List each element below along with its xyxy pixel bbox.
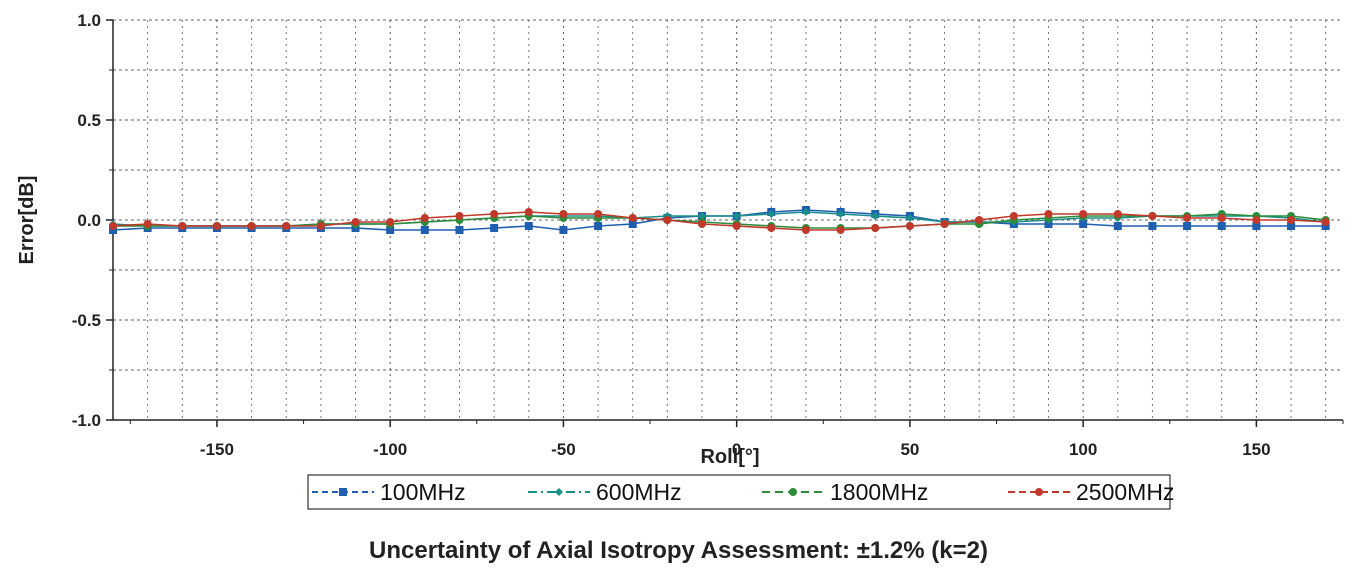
series-lines [109,206,1330,234]
data-point [1079,220,1088,228]
legend-marker-2500MHz [1035,488,1043,496]
data-point [628,214,637,222]
data-point [871,224,880,232]
x-tick-label: -50 [551,440,576,459]
data-point [628,220,637,228]
data-point [1287,222,1296,230]
data-point [698,220,707,228]
data-point [247,222,256,230]
x-tick-label: 100 [1069,440,1097,459]
data-point [386,218,395,226]
data-point [905,222,914,230]
data-point [940,220,949,228]
y-tick-label: 0.0 [77,211,101,230]
legend: 100MHz 600MHz 1800MHz 2500MHz [307,474,1174,510]
legend-label-100MHz: 100MHz [380,479,466,505]
data-point [801,208,810,216]
data-point [559,226,568,234]
x-tick-label: -150 [200,440,234,459]
y-tick-label: 0.5 [77,111,101,130]
data-point [836,226,845,234]
data-point [351,218,360,226]
data-point [836,210,845,218]
data-point [559,210,568,218]
uncertainty-caption: Uncertainty of Axial Isotropy Assessment… [369,537,988,564]
data-point [1044,210,1053,218]
data-point [801,226,810,234]
data-point [1321,218,1330,226]
data-point [1113,210,1122,218]
data-point [524,208,533,216]
data-point [594,222,603,230]
data-point [386,226,395,234]
data-point [1252,216,1261,224]
legend-marker-600MHz [555,488,563,496]
x-axis-title: Roll[°] [700,446,759,468]
data-point [524,222,533,230]
tick-labels: -150 -100 -50 0 50 100 150 1.0 0.5 0.0 -0.5 -1.0 [72,11,1271,459]
x-tick-label: 150 [1242,440,1270,459]
legend-label-1800MHz: 1800MHz [830,479,928,505]
data-point [663,216,672,224]
data-point [1252,222,1261,230]
data-point [732,222,741,230]
series-line [112,211,1326,227]
y-tick-label: 1.0 [77,11,101,30]
data-point [905,214,914,222]
y-tick-label: -1.0 [72,411,101,430]
legend-label-2500MHz: 2500MHz [1076,479,1174,505]
data-point [1009,212,1018,220]
data-point [698,212,707,220]
data-point [871,212,880,220]
data-point [420,214,429,222]
data-point [1148,222,1157,230]
y-tick-label: -0.5 [72,311,101,330]
series-2500MHz [109,208,1330,234]
data-point [212,222,221,230]
data-point [109,222,117,230]
data-point [1217,222,1226,230]
x-tick-label: 0 [732,440,741,459]
data-point [1079,210,1088,218]
grid [113,19,1343,420]
data-point [1217,214,1226,222]
data-point [1287,216,1296,224]
data-point [1148,212,1157,220]
data-point [178,222,187,230]
data-point [316,222,325,230]
data-point [767,224,776,232]
data-point [490,224,499,232]
data-point [594,210,603,218]
series-line [113,213,1326,229]
legend-marker-1800MHz [789,488,797,496]
data-point [490,210,499,218]
data-point [1183,222,1192,230]
x-tick-label: -100 [373,440,407,459]
data-point [143,220,152,228]
data-point [732,212,741,220]
x-tick-label: 50 [900,440,919,459]
data-point [975,216,984,224]
data-point [455,212,464,220]
data-point [282,222,291,230]
data-point [1113,222,1122,230]
legend-marker-100MHz [339,488,347,496]
legend-box [307,474,1171,510]
data-point [767,210,776,218]
y-axis-title: Error[dB] [16,176,38,265]
data-point [420,226,429,234]
series-line [112,211,1326,231]
isotropy-chart: -150 -100 -50 0 50 100 150 1.0 0.5 0.0 -0.5 -1.0 Ro… [16,11,1344,510]
data-point [1183,214,1192,222]
legend-label-600MHz: 600MHz [596,479,682,505]
data-point [455,226,464,234]
